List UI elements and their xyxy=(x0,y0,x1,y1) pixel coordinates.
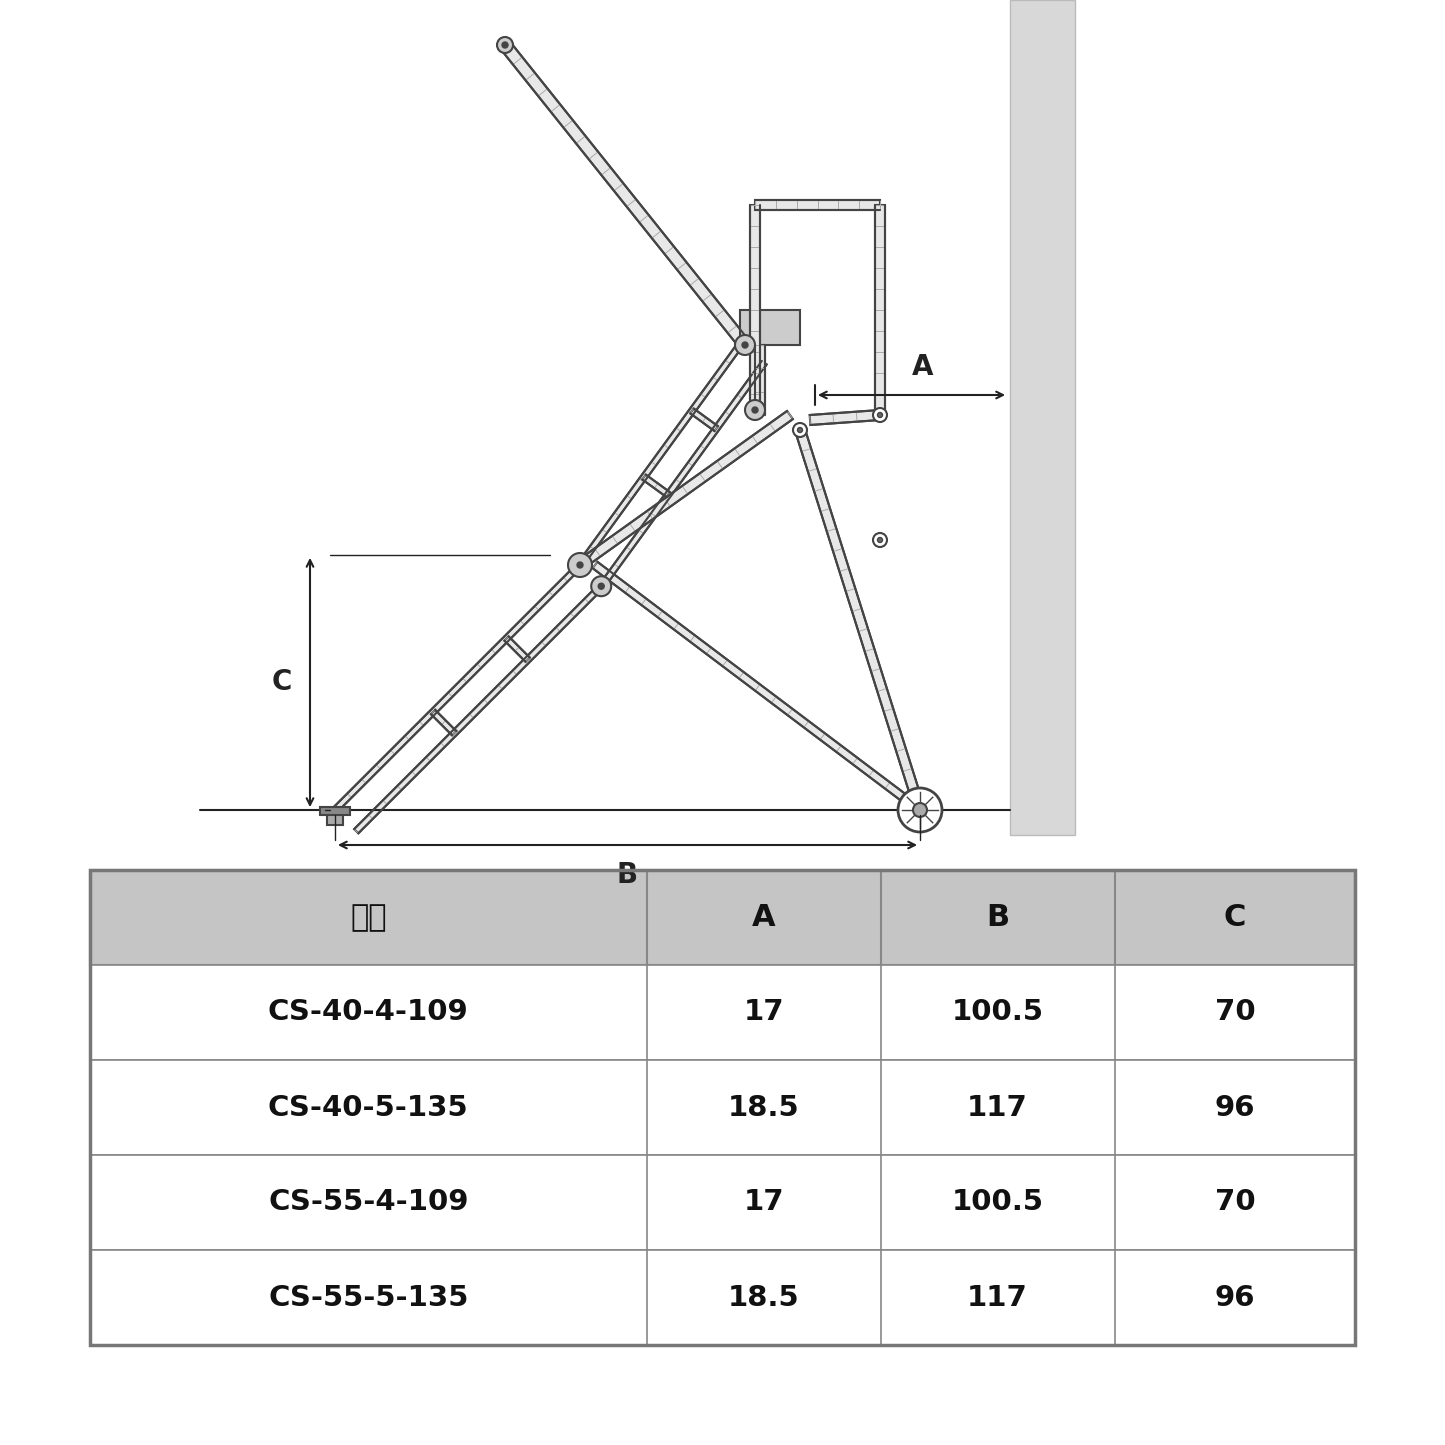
Text: A: A xyxy=(751,903,776,932)
Bar xyxy=(1010,0,1075,835)
Bar xyxy=(90,1250,1355,1345)
Polygon shape xyxy=(332,564,582,812)
Text: CS-40-5-135: CS-40-5-135 xyxy=(267,1094,468,1121)
Text: CS-40-4-109: CS-40-4-109 xyxy=(267,998,468,1026)
Text: 117: 117 xyxy=(967,1094,1027,1121)
Circle shape xyxy=(873,407,887,422)
Bar xyxy=(327,811,342,825)
Text: C: C xyxy=(272,669,292,696)
Polygon shape xyxy=(809,410,880,425)
Circle shape xyxy=(897,788,942,832)
Circle shape xyxy=(751,407,759,413)
Text: 100.5: 100.5 xyxy=(952,998,1043,1026)
Bar xyxy=(90,870,1355,965)
Circle shape xyxy=(568,553,592,577)
Text: 18.5: 18.5 xyxy=(728,1094,799,1121)
Bar xyxy=(90,965,1355,1061)
Polygon shape xyxy=(754,345,764,415)
Circle shape xyxy=(913,803,928,816)
Polygon shape xyxy=(592,562,922,814)
Text: C: C xyxy=(1224,903,1246,932)
Polygon shape xyxy=(601,361,767,584)
Text: CS-55-5-135: CS-55-5-135 xyxy=(269,1283,468,1312)
Circle shape xyxy=(741,342,749,348)
Text: 100.5: 100.5 xyxy=(952,1188,1043,1217)
Circle shape xyxy=(736,335,754,355)
Text: 70: 70 xyxy=(1214,998,1256,1026)
Polygon shape xyxy=(431,709,457,736)
Text: 18.5: 18.5 xyxy=(728,1283,799,1312)
Circle shape xyxy=(598,584,604,590)
Polygon shape xyxy=(504,636,530,662)
Text: 117: 117 xyxy=(967,1283,1027,1312)
Polygon shape xyxy=(577,410,793,569)
Circle shape xyxy=(497,38,513,53)
Polygon shape xyxy=(750,205,760,415)
Polygon shape xyxy=(754,199,880,210)
Text: 17: 17 xyxy=(743,998,785,1026)
Polygon shape xyxy=(500,42,750,348)
Bar xyxy=(90,870,1355,1345)
Bar xyxy=(319,806,350,815)
Circle shape xyxy=(746,400,764,420)
Polygon shape xyxy=(642,474,670,497)
Circle shape xyxy=(501,42,509,48)
Polygon shape xyxy=(795,429,925,812)
Text: B: B xyxy=(985,903,1009,932)
Text: 17: 17 xyxy=(743,1188,785,1217)
Circle shape xyxy=(877,412,883,418)
Bar xyxy=(90,1155,1355,1250)
Polygon shape xyxy=(691,409,718,431)
Text: 96: 96 xyxy=(1215,1283,1256,1312)
Circle shape xyxy=(873,533,887,548)
Text: A: A xyxy=(912,353,933,381)
Polygon shape xyxy=(876,205,884,415)
Text: B: B xyxy=(617,861,639,889)
Polygon shape xyxy=(578,344,743,566)
Circle shape xyxy=(577,562,582,568)
Circle shape xyxy=(798,428,802,432)
Text: CS-55-4-109: CS-55-4-109 xyxy=(269,1188,468,1217)
Bar xyxy=(90,1061,1355,1155)
Text: 型式: 型式 xyxy=(350,903,387,932)
Text: 70: 70 xyxy=(1214,1188,1256,1217)
Bar xyxy=(740,311,801,345)
Circle shape xyxy=(591,577,611,597)
Polygon shape xyxy=(354,584,604,834)
Text: 96: 96 xyxy=(1215,1094,1256,1121)
Circle shape xyxy=(793,423,806,436)
Circle shape xyxy=(877,538,883,542)
